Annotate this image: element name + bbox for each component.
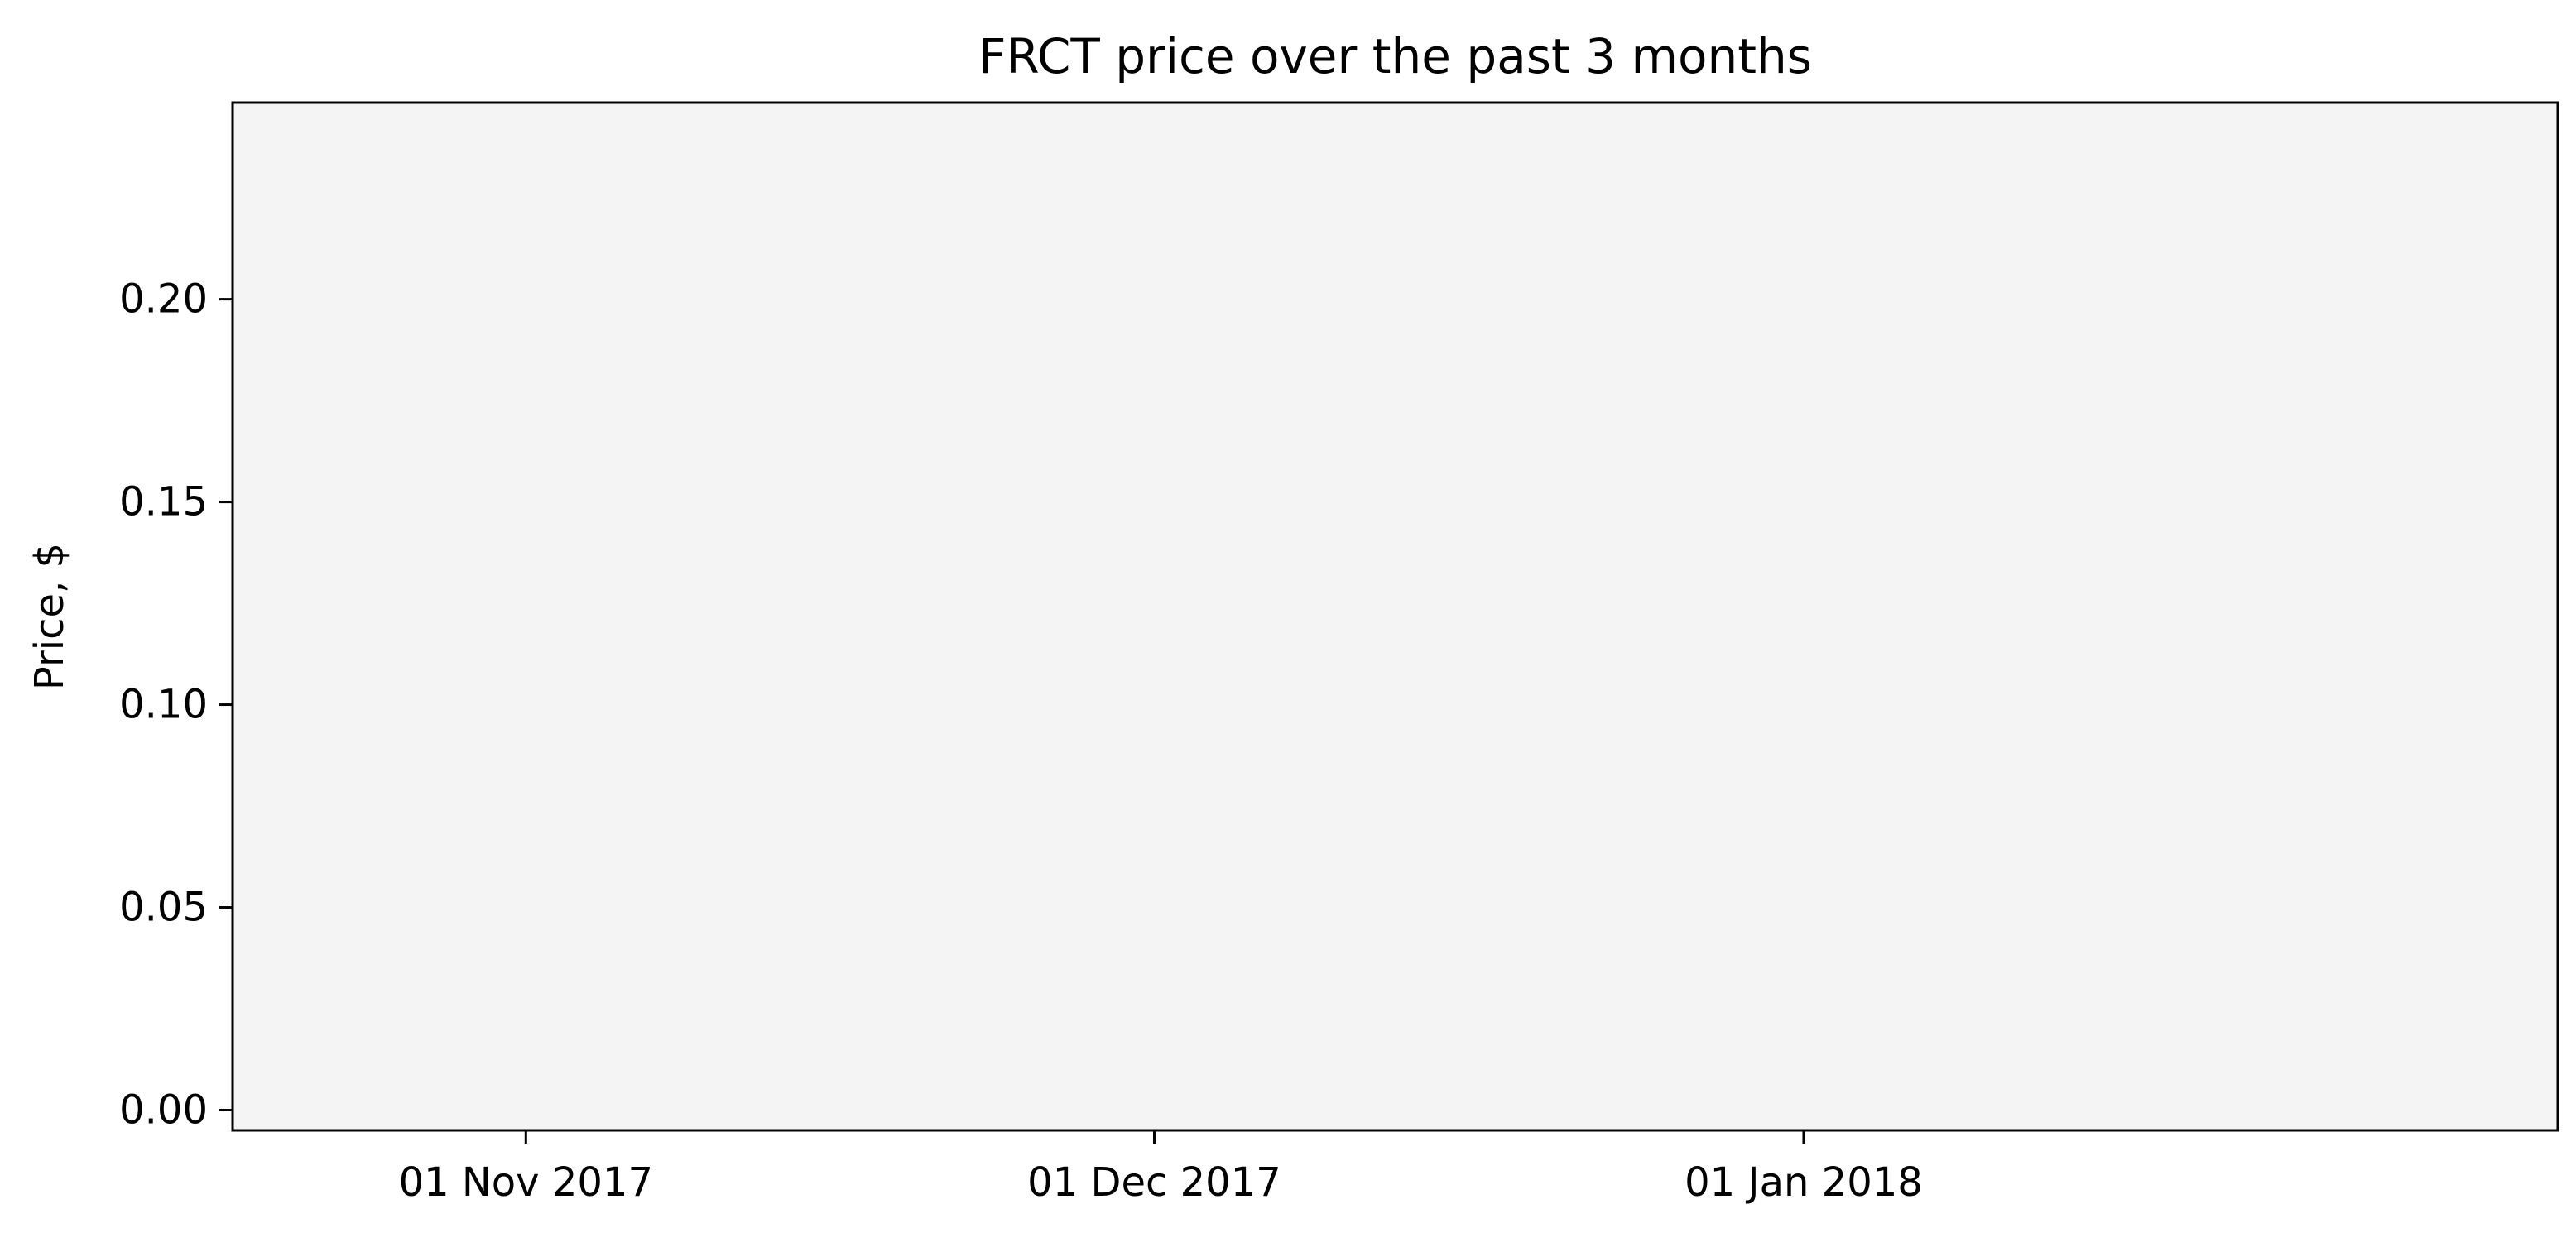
y-tick-label: 0.20 bbox=[119, 276, 208, 323]
x-tick-label: 01 Jan 2018 bbox=[1684, 1159, 1923, 1206]
x-tick-label: 01 Nov 2017 bbox=[399, 1159, 653, 1206]
y-tick-label: 0.05 bbox=[119, 885, 208, 931]
y-axis: 0.00 0.05 0.10 0.15 0.20 bbox=[119, 276, 233, 1134]
chart-title: FRCT price over the past 3 months bbox=[978, 28, 1812, 84]
x-axis: 01 Nov 2017 01 Dec 2017 01 Jan 2018 bbox=[399, 1130, 1923, 1206]
y-tick-label: 0.15 bbox=[119, 479, 208, 525]
y-tick-label: 0.10 bbox=[119, 682, 208, 728]
y-axis-title: Price, $ bbox=[26, 543, 73, 690]
plot-area bbox=[231, 101, 2559, 1132]
x-tick-label: 01 Dec 2017 bbox=[1027, 1159, 1281, 1206]
y-tick-label: 0.00 bbox=[119, 1087, 208, 1134]
